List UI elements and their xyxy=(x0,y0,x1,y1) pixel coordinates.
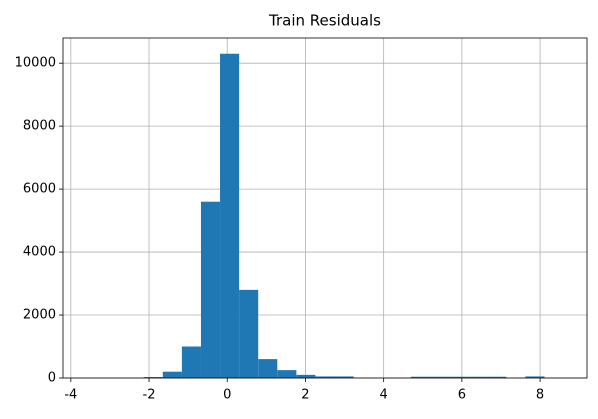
y-tick-label: 6000 xyxy=(23,182,56,197)
bar xyxy=(487,376,507,378)
bar xyxy=(239,289,259,378)
x-tick-label: -2 xyxy=(143,388,156,403)
bar xyxy=(277,370,297,378)
bar xyxy=(449,376,469,378)
bar xyxy=(410,376,430,378)
bar xyxy=(296,374,316,378)
x-tick-label: 0 xyxy=(223,388,231,403)
bar xyxy=(468,376,488,378)
plot-frame xyxy=(62,37,588,379)
bar xyxy=(525,376,545,378)
bar xyxy=(200,201,221,378)
bar xyxy=(143,377,163,378)
y-tick-label: 4000 xyxy=(23,245,56,260)
bar xyxy=(334,376,354,378)
bar xyxy=(258,359,278,378)
y-tick-label: 0 xyxy=(48,371,56,386)
chart-title: Train Residuals xyxy=(268,12,381,30)
bar xyxy=(181,346,201,378)
y-tick-label: 8000 xyxy=(23,119,56,134)
y-tick-label: 10000 xyxy=(15,56,56,71)
x-tick-label: 2 xyxy=(301,388,309,403)
y-tick-label: 2000 xyxy=(23,308,56,323)
x-tick-label: -4 xyxy=(64,388,77,403)
x-tick-label: 4 xyxy=(380,388,388,403)
bar xyxy=(220,53,240,378)
bar xyxy=(315,376,335,378)
x-tick-label: 8 xyxy=(536,388,544,403)
x-tick-label: 6 xyxy=(458,388,466,403)
bar xyxy=(162,371,182,378)
bar xyxy=(429,376,450,378)
